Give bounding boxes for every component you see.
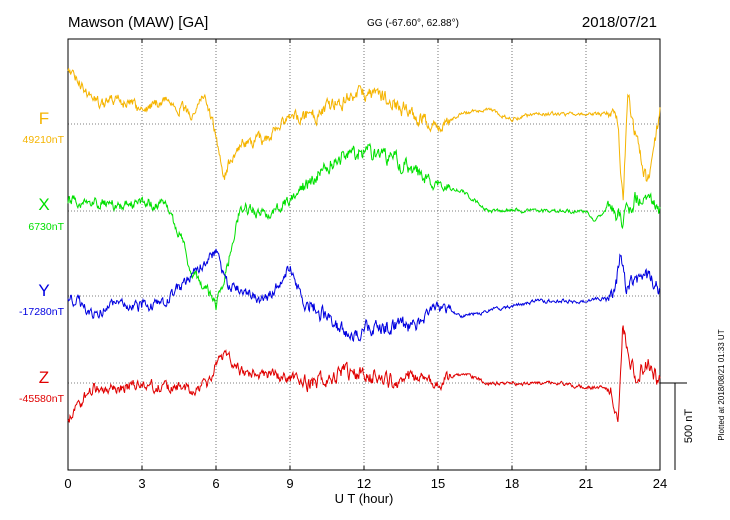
series-name-z: Z — [39, 368, 49, 387]
geographic-coords: GG (-67.60°, 62.88°) — [367, 18, 459, 29]
x-tick-label: 9 — [286, 476, 293, 491]
series-name-f: F — [39, 109, 49, 128]
date-label: 2018/07/21 — [582, 14, 657, 31]
scale-bar-label: 500 nT — [683, 409, 695, 444]
series-name-y: Y — [38, 281, 49, 300]
scale-bar: 500 nT — [660, 382, 695, 470]
station-title: Mawson (MAW) [GA] — [68, 14, 208, 31]
plotted-at-note: Plotted at 2018/08/21 01:33 UT — [717, 329, 726, 440]
series-labels: F 49210nT X 6730nT Y -17280nT Z -45580nT — [19, 109, 65, 405]
x-tick-labels: 0 3 6 9 12 15 18 21 24 — [64, 39, 667, 491]
series-baseline-z: -45580nT — [19, 393, 65, 405]
x-axis-label: U T (hour) — [335, 491, 394, 506]
x-tick-label: 21 — [579, 476, 593, 491]
series-trace-y — [67, 248, 661, 343]
x-tick-label: 12 — [357, 476, 371, 491]
x-tick-label: 18 — [505, 476, 519, 491]
series-traces — [67, 68, 661, 423]
x-tick-label: 15 — [431, 476, 445, 491]
series-trace-f — [67, 68, 661, 201]
series-name-x: X — [38, 195, 49, 214]
x-tick-label: 0 — [64, 476, 71, 491]
x-tick-label: 24 — [653, 476, 667, 491]
series-baseline-f: 49210nT — [23, 134, 65, 146]
series-trace-x — [67, 142, 661, 311]
series-baseline-y: -17280nT — [19, 306, 65, 318]
x-tick-label: 3 — [138, 476, 145, 491]
series-trace-z — [67, 325, 661, 423]
series-baseline-x: 6730nT — [28, 221, 64, 233]
x-tick-label: 6 — [212, 476, 219, 491]
